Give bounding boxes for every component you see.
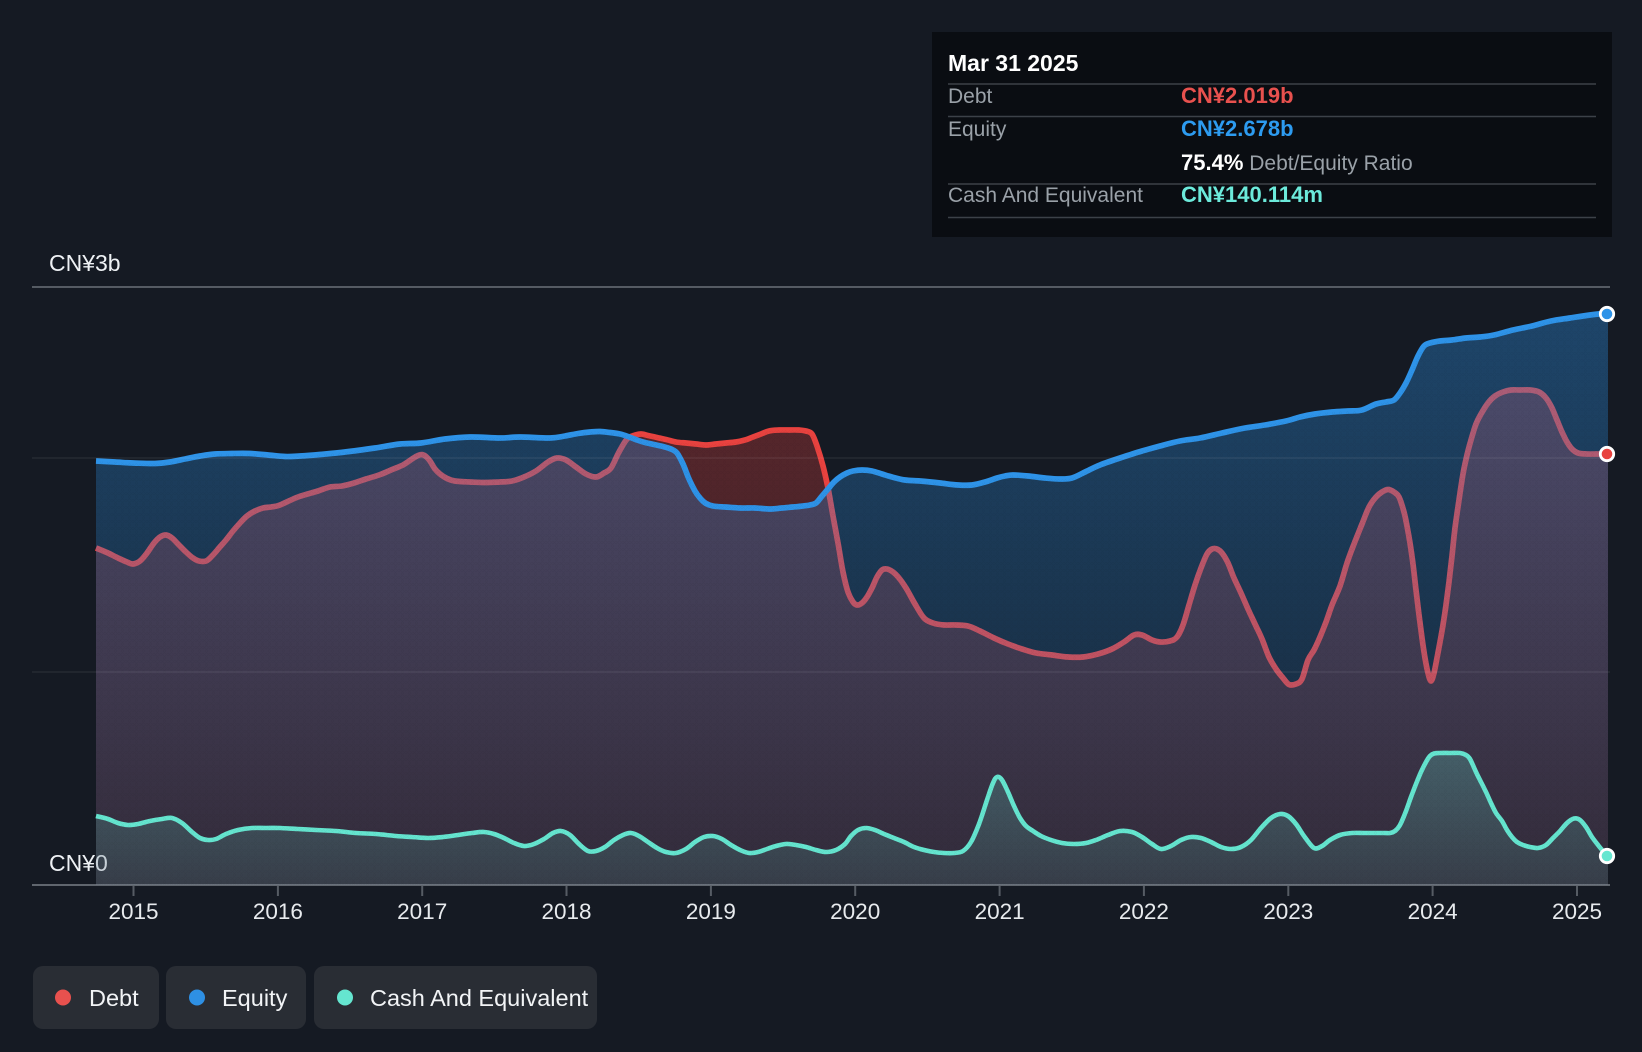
svg-text:75.4% Debt/Equity Ratio: 75.4% Debt/Equity Ratio — [1181, 150, 1413, 175]
svg-text:Mar 31 2025: Mar 31 2025 — [948, 50, 1079, 76]
svg-text:Cash And Equivalent: Cash And Equivalent — [370, 985, 589, 1011]
svg-text:Debt: Debt — [89, 985, 139, 1011]
svg-text:2016: 2016 — [253, 899, 303, 924]
svg-text:2021: 2021 — [975, 899, 1025, 924]
svg-text:CN¥3b: CN¥3b — [49, 250, 121, 276]
svg-text:2025: 2025 — [1552, 899, 1602, 924]
svg-text:2019: 2019 — [686, 899, 736, 924]
svg-text:Debt: Debt — [948, 85, 993, 108]
svg-text:2023: 2023 — [1263, 899, 1313, 924]
svg-text:2018: 2018 — [541, 899, 591, 924]
svg-text:CN¥2.019b: CN¥2.019b — [1181, 83, 1294, 108]
svg-text:2022: 2022 — [1119, 899, 1169, 924]
svg-text:2020: 2020 — [830, 899, 880, 924]
svg-text:2015: 2015 — [108, 899, 158, 924]
svg-text:CN¥140.114m: CN¥140.114m — [1181, 182, 1323, 207]
svg-text:2017: 2017 — [397, 899, 447, 924]
svg-text:Equity: Equity — [222, 985, 288, 1011]
svg-text:2024: 2024 — [1408, 899, 1458, 924]
svg-text:Cash And Equivalent: Cash And Equivalent — [948, 184, 1143, 207]
svg-text:Equity: Equity — [948, 118, 1007, 141]
svg-text:CN¥2.678b: CN¥2.678b — [1181, 116, 1294, 141]
